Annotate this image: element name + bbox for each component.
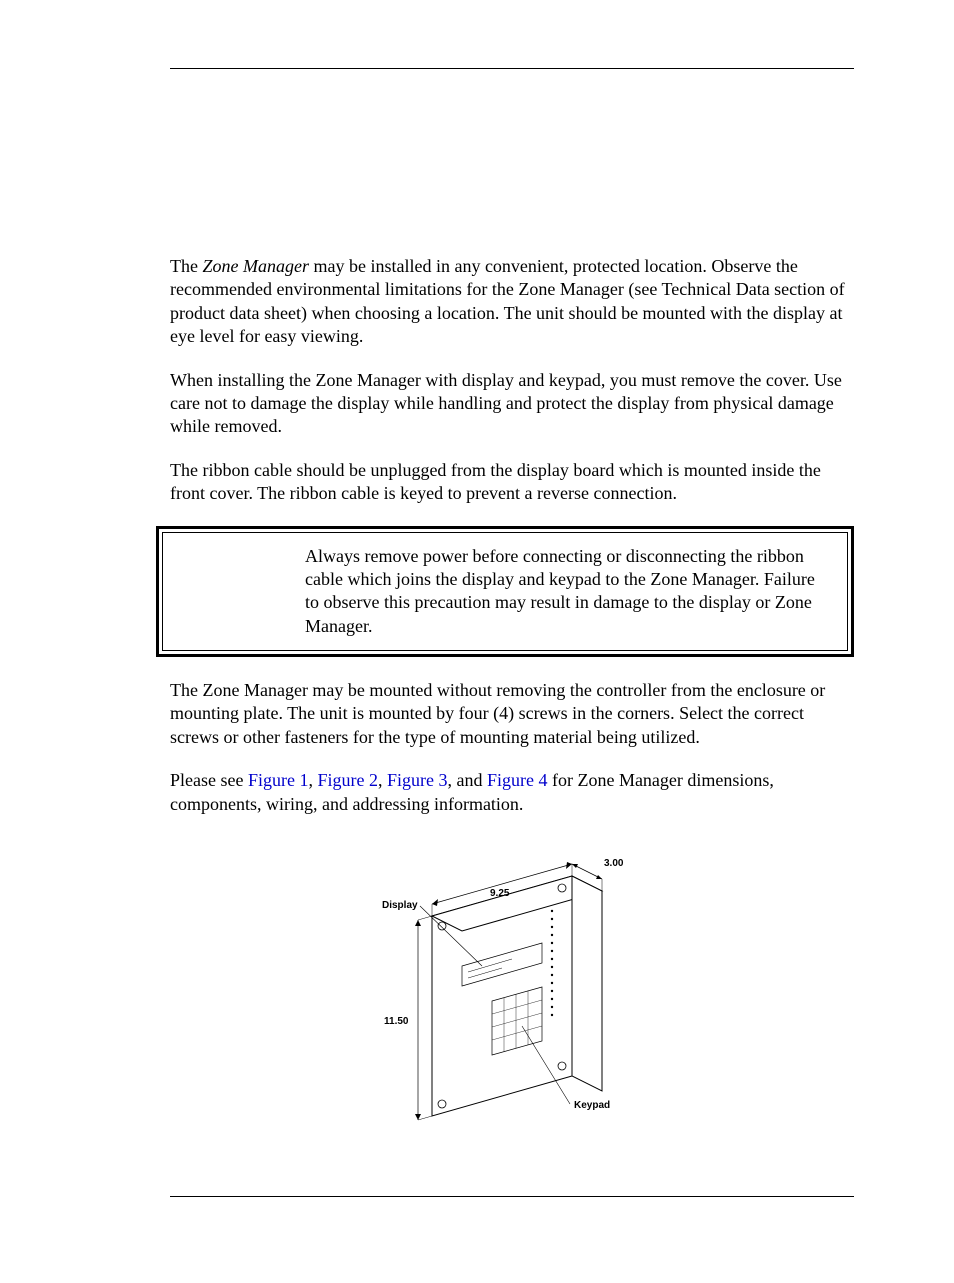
paragraph-3: The ribbon cable should be unplugged fro… xyxy=(170,459,854,506)
keypad-label: Keypad xyxy=(574,1100,610,1111)
paragraph-4: The Zone Manager may be mounted without … xyxy=(170,679,854,749)
dim-depth-label: 3.00 xyxy=(604,858,624,869)
display-label: Display xyxy=(382,900,418,911)
header-row xyxy=(170,77,854,91)
footer-rule xyxy=(170,1196,854,1197)
paragraph-1: The Zone Manager may be installed in any… xyxy=(170,255,854,349)
p5-sep3: , and xyxy=(447,770,487,790)
p5-prefix: Please see xyxy=(170,770,248,790)
caution-inner: Caution Always remove power before conne… xyxy=(162,532,848,652)
paragraph-5: Please see Figure 1, Figure 2, Figure 3,… xyxy=(170,769,854,816)
p5-link4[interactable]: Figure 4 xyxy=(487,770,548,790)
figure-wrap: 3.00 9.25 11.50 Display Keypad xyxy=(170,836,854,1156)
section-heading: Installation xyxy=(170,151,854,185)
p5-link3[interactable]: Figure 3 xyxy=(387,770,448,790)
p5-sep2: , xyxy=(378,770,387,790)
p5-link1[interactable]: Figure 1 xyxy=(248,770,309,790)
p1-prefix: The xyxy=(170,256,202,276)
dim-width-label: 9.25 xyxy=(490,888,510,899)
caution-label: Caution xyxy=(181,545,281,566)
page: Installation Mounting The Zone Manager m… xyxy=(0,0,954,1283)
zone-manager-figure: 3.00 9.25 11.50 Display Keypad xyxy=(342,836,682,1156)
p5-link2[interactable]: Figure 2 xyxy=(317,770,378,790)
dim-height-label: 11.50 xyxy=(384,1016,409,1027)
box-right-face xyxy=(572,876,602,1091)
p1-italic: Zone Manager xyxy=(202,256,309,276)
subsection-heading: Mounting xyxy=(170,213,854,239)
header-rule xyxy=(170,68,854,69)
caution-callout: Caution Always remove power before conne… xyxy=(156,526,854,658)
caution-text: Always remove power before connecting or… xyxy=(305,545,829,639)
paragraph-2: When installing the Zone Manager with di… xyxy=(170,369,854,439)
